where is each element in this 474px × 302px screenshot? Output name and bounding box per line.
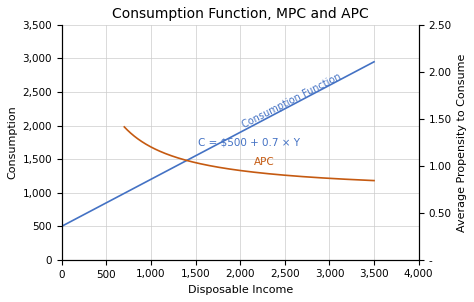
Y-axis label: Average Propensity to Consume: Average Propensity to Consume: [457, 53, 467, 232]
X-axis label: Disposable Income: Disposable Income: [188, 285, 293, 295]
Text: C = $500 + 0.7 × Y: C = $500 + 0.7 × Y: [198, 137, 301, 147]
Text: APC: APC: [254, 157, 274, 167]
Text: Consumption Function: Consumption Function: [240, 72, 343, 130]
Y-axis label: Consumption: Consumption: [7, 105, 17, 179]
Title: Consumption Function, MPC and APC: Consumption Function, MPC and APC: [112, 7, 369, 21]
